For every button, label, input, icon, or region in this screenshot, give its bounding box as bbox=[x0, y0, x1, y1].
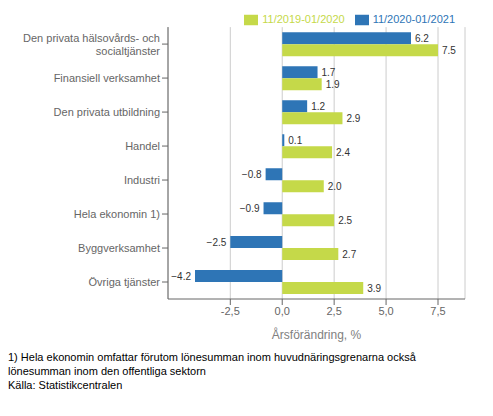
svg-text:Den privata utbildning: Den privata utbildning bbox=[54, 106, 160, 118]
html-text:11/2019-01/2020: 11/2019-01/2020 bbox=[262, 13, 345, 25]
svg-text:0.1: 0.1 bbox=[288, 135, 302, 146]
svg-text:Övriga tjänster: Övriga tjänster bbox=[88, 276, 160, 288]
svg-text:3.9: 3.9 bbox=[367, 283, 381, 294]
svg-text:7,5: 7,5 bbox=[430, 305, 445, 317]
svg-text:Finansiell verksamhet: Finansiell verksamhet bbox=[54, 72, 160, 84]
svg-text:2,5: 2,5 bbox=[327, 305, 342, 317]
svg-text:-2,5: -2,5 bbox=[221, 305, 240, 317]
svg-text:Industri: Industri bbox=[124, 174, 160, 186]
svg-text:Hela ekonomin 1): Hela ekonomin 1) bbox=[74, 208, 160, 220]
svg-text:−4.2: −4.2 bbox=[171, 271, 191, 282]
svg-text:2.5: 2.5 bbox=[338, 215, 352, 226]
svg-text:Byggverksamhet: Byggverksamhet bbox=[78, 242, 160, 254]
svg-text:2.7: 2.7 bbox=[342, 249, 356, 260]
svg-text:1.7: 1.7 bbox=[322, 67, 336, 78]
svg-text:2.4: 2.4 bbox=[336, 147, 350, 158]
svg-text:Årsförändring, %: Årsförändring, % bbox=[272, 327, 362, 342]
svg-text:1.9: 1.9 bbox=[326, 79, 340, 90]
svg-text:Den privata hälsovårds- ochsoc: Den privata hälsovårds- ochsocialtjänste… bbox=[23, 32, 160, 57]
svg-text:5,0: 5,0 bbox=[378, 305, 393, 317]
svg-text:2.9: 2.9 bbox=[346, 113, 360, 124]
html-text:1) Hela ekonomin omfattar föru: 1) Hela ekonomin omfattar förutom lönesu… bbox=[8, 351, 416, 363]
svg-text:−0.9: −0.9 bbox=[240, 203, 260, 214]
svg-text:6.2: 6.2 bbox=[415, 33, 429, 44]
html-text:lönesumman inom den offentliga: lönesumman inom den offentliga sektorn bbox=[8, 365, 206, 377]
svg-text:7.5: 7.5 bbox=[442, 45, 456, 56]
html-text:Källa: Statistikcentralen: Källa: Statistikcentralen bbox=[8, 379, 123, 391]
html-text:11/2020-01/2021: 11/2020-01/2021 bbox=[372, 13, 455, 25]
svg-text:0,0: 0,0 bbox=[275, 305, 290, 317]
svg-text:1.2: 1.2 bbox=[311, 101, 325, 112]
svg-text:−2.5: −2.5 bbox=[207, 237, 227, 248]
svg-text:−0.8: −0.8 bbox=[242, 169, 262, 180]
svg-text:2.0: 2.0 bbox=[328, 181, 342, 192]
svg-text:Handel: Handel bbox=[125, 140, 160, 152]
